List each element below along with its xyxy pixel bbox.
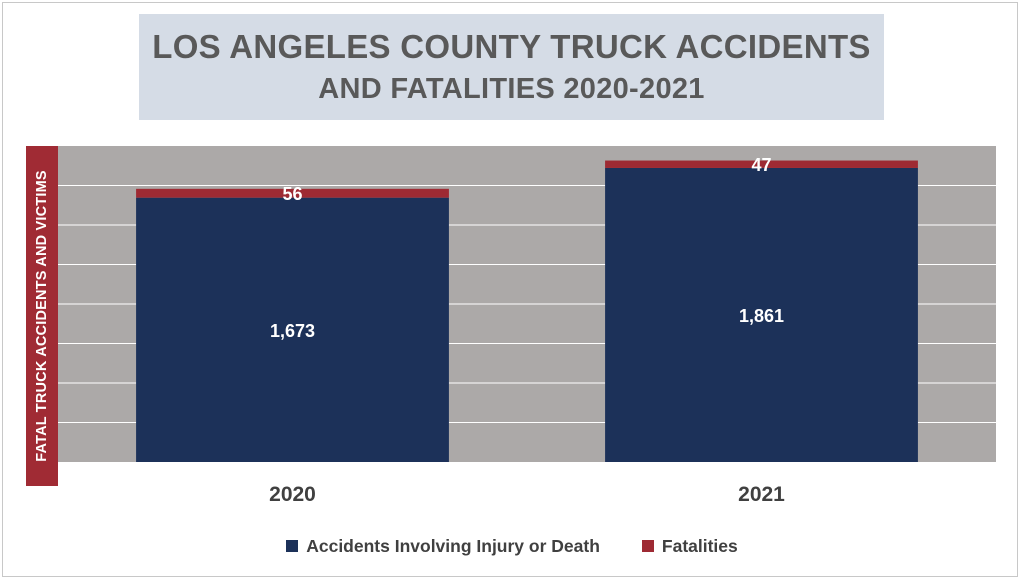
chart-subtitle: AND FATALITIES 2020-2021 [318,73,705,105]
chart-title-box: LOS ANGELES COUNTY TRUCK ACCIDENTS AND F… [139,14,884,120]
bar-accidents-2020 [136,197,449,462]
legend-item: Accidents Involving Injury or Death [286,536,600,557]
data-label: 1,673 [270,321,315,341]
data-label: 47 [751,155,771,175]
bar-accidents-2021 [605,167,918,462]
legend-label: Accidents Involving Injury or Death [306,535,600,556]
legend-item: Fatalities [641,535,738,557]
data-label: 56 [282,184,302,204]
legend-label: Fatalities [661,535,738,556]
legend-swatch [641,540,654,552]
chart-title: LOS ANGELES COUNTY TRUCK ACCIDENTS [152,28,871,65]
legend: Accidents Involving Injury or Death Fatal… [0,534,1024,558]
bar-fatalities-2021 [605,160,918,168]
x-tick-label: 2020 [269,483,316,506]
legend-swatch [286,540,299,552]
x-tick-label: 2021 [738,483,785,506]
data-label: 1,861 [739,306,784,326]
y-axis-label-box [26,146,58,486]
bar-fatalities-2020 [136,188,449,198]
